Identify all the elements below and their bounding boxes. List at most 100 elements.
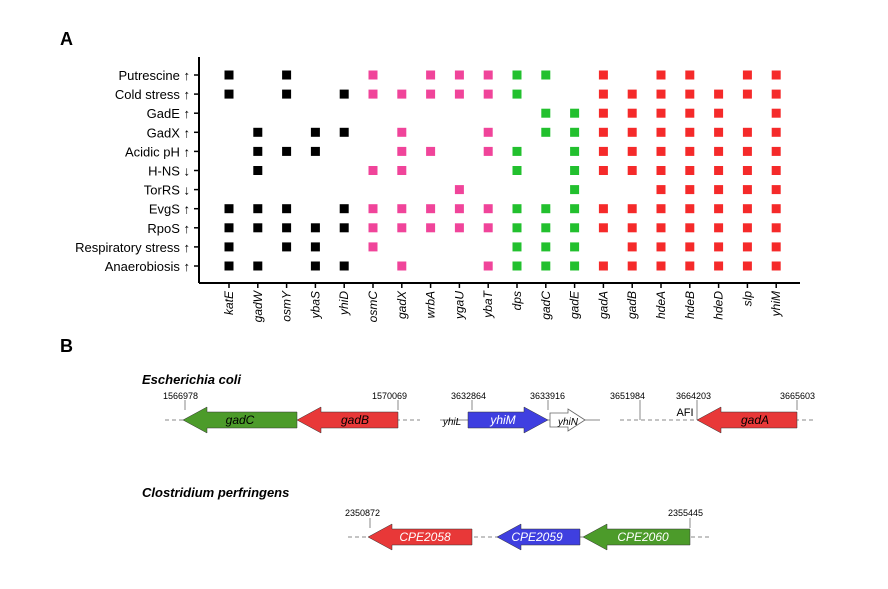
cell-mark <box>714 108 724 118</box>
column-label: gadC <box>539 291 553 320</box>
cell-mark <box>282 146 292 156</box>
column-label: hdeD <box>712 291 726 320</box>
cell-mark <box>685 223 695 233</box>
cell-mark <box>541 242 551 252</box>
cell-mark <box>656 89 666 99</box>
column-label: hdeB <box>683 291 697 319</box>
cell-mark <box>368 242 378 252</box>
row-label: GadE ↑ <box>147 106 190 121</box>
row-label: Acidic pH ↑ <box>125 144 190 159</box>
cell-mark <box>742 146 752 156</box>
matrix: katE gadW osmY ybaS yhiD osmC gadX wrbA ygaU ybaT… <box>75 57 800 322</box>
cell-mark <box>282 89 292 99</box>
coordinate: 1570069 <box>372 391 407 401</box>
cell-mark <box>627 146 637 156</box>
row-label: Respiratory stress ↑ <box>75 240 190 255</box>
cell-mark <box>627 127 637 137</box>
cell-mark <box>685 261 695 271</box>
cell-mark <box>656 127 666 137</box>
cell-mark <box>771 127 781 137</box>
cell-mark <box>426 146 436 156</box>
coordinate: 3664203 <box>676 391 711 401</box>
cell-mark <box>656 204 666 214</box>
cell-mark <box>685 108 695 118</box>
cell-mark <box>282 204 292 214</box>
cell-mark <box>656 242 666 252</box>
column-label: katE <box>222 290 236 315</box>
gene-label: gadC <box>226 413 255 427</box>
cell-mark <box>685 146 695 156</box>
cell-mark <box>570 146 580 156</box>
cell-mark <box>512 70 522 80</box>
coordinate: 2350872 <box>345 508 380 518</box>
row-label: Putrescine ↑ <box>118 68 190 83</box>
cell-mark <box>512 261 522 271</box>
gene-arrow <box>296 406 399 434</box>
cell-mark <box>483 127 493 137</box>
cell-mark <box>598 146 608 156</box>
cell-mark <box>598 166 608 175</box>
cell-mark <box>397 204 407 214</box>
cell-mark <box>224 223 234 233</box>
coordinate: 2355445 <box>668 508 703 518</box>
gene-label: gadB <box>341 413 369 427</box>
cell-mark <box>742 89 752 99</box>
cell-mark <box>742 127 752 137</box>
cell-mark <box>570 108 580 118</box>
gene-label: yhiM <box>489 413 515 427</box>
cell-mark <box>570 242 580 252</box>
cell-mark <box>714 261 724 271</box>
gene-arrow <box>582 523 691 551</box>
cell-mark <box>598 223 608 233</box>
column-label: wrbA <box>424 291 438 318</box>
column-label: gadW <box>251 289 265 322</box>
gene-arrow <box>367 523 473 551</box>
row-label: EvgS ↑ <box>149 202 190 217</box>
cell-mark <box>512 146 522 156</box>
cell-mark <box>771 223 781 233</box>
cell-mark <box>397 146 407 156</box>
gene-arrow <box>496 523 581 551</box>
cell-mark <box>771 70 781 80</box>
cell-mark <box>742 261 752 271</box>
cell-mark <box>771 89 781 99</box>
cell-mark <box>282 242 292 252</box>
cell-mark <box>570 261 580 271</box>
cell-mark <box>627 242 637 252</box>
cell-mark <box>426 89 436 99</box>
cell-mark <box>282 70 292 80</box>
column-label: hdeA <box>654 291 668 319</box>
cell-mark <box>397 166 407 175</box>
coordinate: 3632864 <box>451 391 486 401</box>
gene-label: CPE2059 <box>511 530 563 544</box>
cell-mark <box>426 223 436 233</box>
cell-mark <box>368 89 378 99</box>
cell-mark <box>483 261 493 271</box>
cell-mark <box>310 242 320 252</box>
coordinate: 3651984 <box>610 391 645 401</box>
cell-mark <box>656 223 666 233</box>
cell-mark <box>714 185 724 195</box>
column-label: yhiD <box>337 291 351 316</box>
cell-mark <box>771 261 781 271</box>
cell-mark <box>541 127 551 137</box>
cell-mark <box>224 70 234 80</box>
column-label: ybaS <box>308 291 322 319</box>
cell-mark <box>685 242 695 252</box>
cell-mark <box>512 204 522 214</box>
cell-mark <box>714 127 724 137</box>
cell-mark <box>253 223 263 233</box>
organism: Escherichia coli <box>142 372 241 387</box>
cell-mark <box>224 261 234 271</box>
cell-mark <box>598 204 608 214</box>
cell-mark <box>598 127 608 137</box>
cell-mark <box>483 89 493 99</box>
gene-label: CPE2058 <box>399 530 451 544</box>
cell-mark <box>598 261 608 271</box>
organism: Clostridium perfringens <box>142 485 289 500</box>
column-label: ybaT <box>481 289 495 318</box>
cell-mark <box>282 223 292 233</box>
cell-mark <box>483 223 493 233</box>
